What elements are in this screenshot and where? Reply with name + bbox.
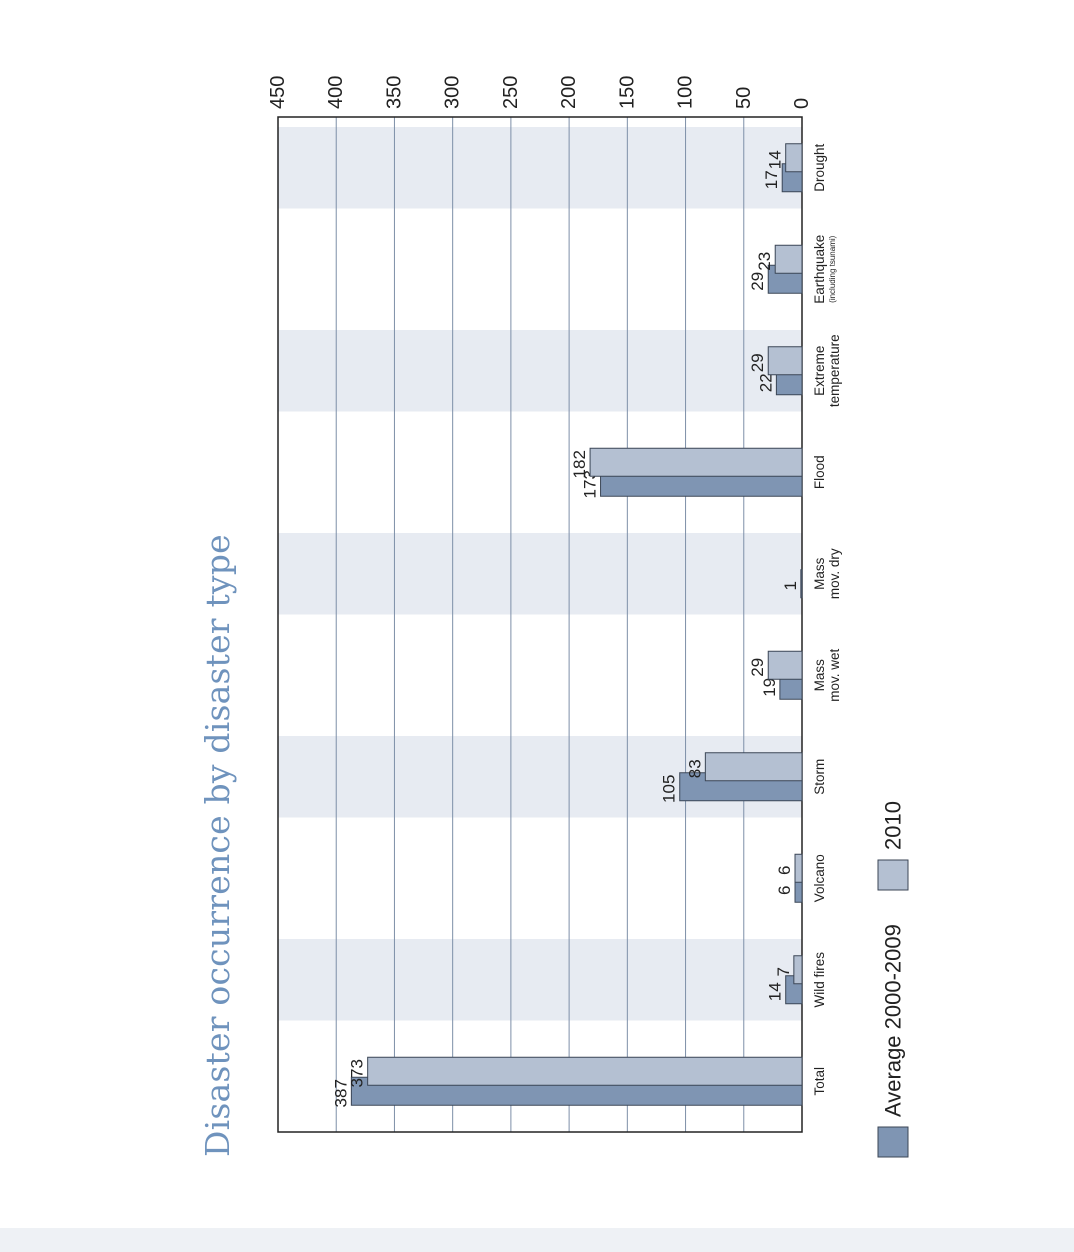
y-tick-label-100: 100 [675,76,697,109]
data-label-mass-mov-wet-average-2000-2009: 19 [760,678,779,697]
bar-mass-mov-wet-2010 [767,650,803,680]
bar-total-2010 [367,1056,803,1086]
y-tick-label-50: 50 [733,87,755,109]
data-label-drought-2010: 14 [766,150,785,169]
data-label-drought-average-2000-2009: 17 [762,170,781,189]
data-label-wild-fires-average-2000-2009: 14 [766,982,785,1001]
data-label-flood-2010: 182 [570,450,589,478]
data-label-earthquake-2010: 23 [755,252,774,271]
legend-label-2010: 2010 [881,801,906,850]
category-label-mass-mov-dry-line2: mov. dry [827,548,842,599]
y-tick-label-200: 200 [558,76,580,109]
background-band-mass-mov-dry [278,533,802,615]
category-label-storm: Storm [812,759,827,795]
legend-label-average-2000-2009: Average 2000-2009 [881,924,906,1117]
y-tick-label-400: 400 [325,76,347,109]
background-band-extreme-temperature [278,330,802,412]
category-label-mass-mov-dry-line1: Mass [812,557,827,590]
category-label-wild-fires: Wild fires [812,952,827,1008]
bar-volcano-2010 [794,853,803,883]
data-label-total-average-2000-2009: 387 [331,1079,350,1107]
bar-storm-2010 [704,752,803,782]
data-label-flood-average-2000-2009: 173 [581,470,600,498]
y-tick-label-0: 0 [791,98,813,109]
legend-swatch-average-2000-2009 [877,1126,909,1158]
bar-extreme-temperature-2010 [767,346,803,376]
category-label-total: Total [812,1067,827,1096]
data-label-volcano-average-2000-2009: 6 [775,886,794,895]
category-label-flood: Flood [812,455,827,489]
y-tick-label-350: 350 [383,76,405,109]
bar-mass-mov-dry-average-2000-2009 [800,569,803,599]
background-band-storm [278,736,802,818]
data-label-mass-mov-dry-average-2000-2009: 1 [781,581,800,590]
background-band-wild-fires [278,939,802,1021]
data-label-earthquake-average-2000-2009: 29 [748,272,767,291]
y-tick-label-300: 300 [442,76,464,109]
y-tick-label-150: 150 [616,76,638,109]
y-tick-label-450: 450 [267,76,289,109]
plot-frame [277,116,803,1133]
data-label-storm-2010: 83 [685,759,704,778]
background-band-drought [278,127,802,209]
category-label-extreme-temperature-line1: Extreme [812,346,827,396]
category-label-drought: Drought [812,143,827,191]
bar-drought-2010 [785,143,803,173]
data-label-mass-mov-wet-2010: 29 [748,658,767,677]
category-label-extreme-temperature-line2: temperature [827,334,842,407]
data-label-wild-fires-2010: 7 [774,967,793,976]
data-label-extreme-temperature-2010: 29 [748,353,767,372]
category-label-mass-mov-wet-line2: mov. wet [827,648,842,701]
data-label-extreme-temperature-average-2000-2009: 22 [756,373,775,392]
category-label-earthquake: Earthquake [812,235,827,304]
bar-flood-2010 [589,447,803,477]
page-bottom-band [0,1228,1074,1252]
data-label-volcano-2010: 6 [775,866,794,875]
data-label-storm-average-2000-2009: 105 [660,775,679,803]
bar-wild-fires-2010 [793,955,803,985]
category-sublabel-earthquake: (including tsunami) [828,235,837,302]
category-label-volcano: Volcano [812,854,827,902]
data-label-total-2010: 373 [348,1059,367,1087]
y-tick-label-250: 250 [500,76,522,109]
legend-swatch-2010 [877,859,909,891]
bar-earthquake-2010 [774,244,803,274]
category-label-mass-mov-wet-line1: Mass [812,659,827,692]
